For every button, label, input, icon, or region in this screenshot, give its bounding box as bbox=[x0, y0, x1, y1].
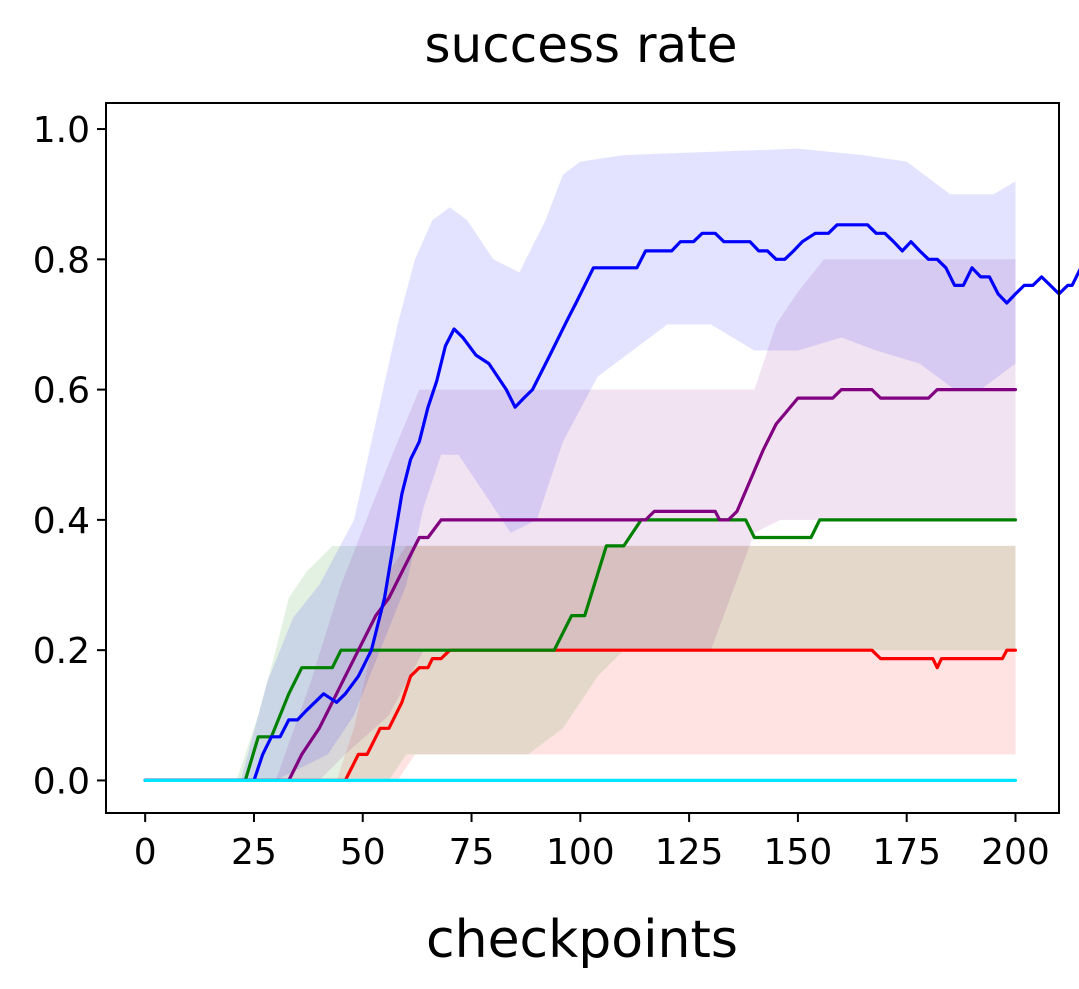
series-band-3 bbox=[145, 148, 1016, 781]
series-band-0 bbox=[145, 545, 1016, 781]
x-axis-label: checkpoints bbox=[426, 910, 738, 970]
y-axis: 0.0 0.2 0.4 0.6 0.8 1.0 bbox=[33, 110, 106, 802]
x-tick-label: 125 bbox=[655, 832, 724, 873]
x-tick-label: 100 bbox=[546, 832, 615, 873]
x-tick-label: 50 bbox=[340, 832, 386, 873]
x-tick-label: 200 bbox=[981, 832, 1050, 873]
series-line-2 bbox=[143, 388, 1018, 783]
y-tick-label: 0.2 bbox=[33, 631, 90, 672]
series-band-1 bbox=[145, 545, 1016, 781]
y-tick-label: 0.6 bbox=[33, 371, 90, 412]
series-line-3 bbox=[143, 223, 1079, 783]
x-tick-label: 75 bbox=[449, 832, 495, 873]
x-tick-label: 0 bbox=[134, 832, 157, 873]
series-line-0 bbox=[143, 648, 1018, 783]
confidence-bands bbox=[145, 148, 1016, 781]
y-tick-label: 0.8 bbox=[33, 240, 90, 281]
series-lines bbox=[143, 223, 1079, 783]
plot-frame bbox=[105, 102, 1060, 814]
x-tick-label: 150 bbox=[764, 832, 833, 873]
x-axis: 0 25 50 75 100 125 150 175 200 bbox=[134, 813, 1050, 873]
x-tick-label: 175 bbox=[872, 832, 941, 873]
chart-title: success rate bbox=[424, 16, 737, 74]
y-tick-label: 1.0 bbox=[33, 110, 90, 151]
y-tick-label: 0.4 bbox=[33, 501, 90, 542]
x-tick-label: 25 bbox=[231, 832, 277, 873]
y-tick-label: 0.0 bbox=[33, 761, 90, 802]
